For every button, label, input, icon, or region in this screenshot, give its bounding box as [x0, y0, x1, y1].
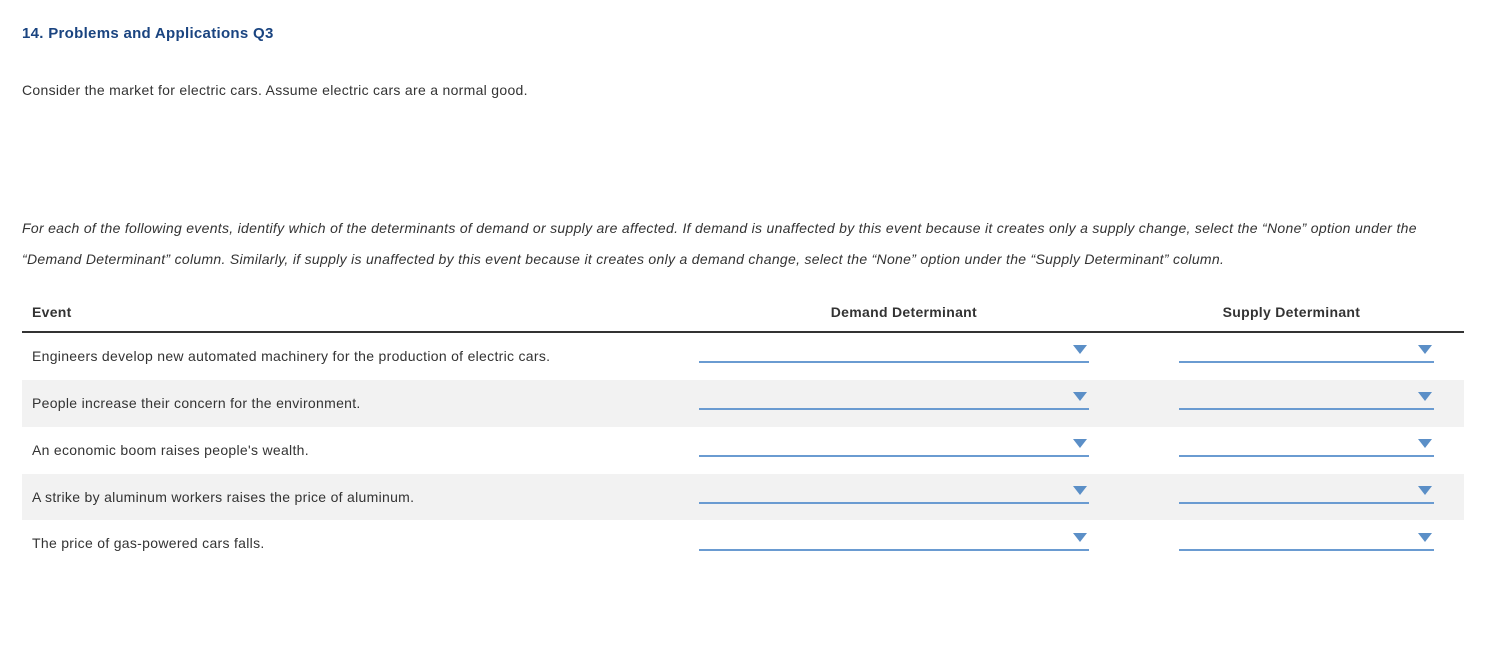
table-row: The price of gas-powered cars falls. [22, 520, 1464, 567]
supply-cell [1119, 520, 1464, 567]
demand-dropdown[interactable] [699, 529, 1089, 551]
event-cell: People increase their concern for the en… [22, 380, 689, 427]
event-cell: The price of gas-powered cars falls. [22, 520, 689, 567]
col-header-event: Event [22, 293, 689, 333]
supply-cell [1119, 380, 1464, 427]
demand-cell [689, 380, 1119, 427]
supply-dropdown[interactable] [1179, 482, 1434, 504]
instructions-text: For each of the following events, identi… [22, 213, 1464, 275]
supply-cell [1119, 427, 1464, 474]
question-heading: 14. Problems and Applications Q3 [22, 20, 1464, 49]
demand-cell [689, 332, 1119, 380]
supply-cell [1119, 332, 1464, 380]
chevron-down-icon [1418, 533, 1432, 543]
demand-cell [689, 474, 1119, 521]
supply-cell [1119, 474, 1464, 521]
table-row: A strike by aluminum workers raises the … [22, 474, 1464, 521]
event-cell: An economic boom raises people's wealth. [22, 427, 689, 474]
chevron-down-icon [1418, 345, 1432, 355]
supply-dropdown[interactable] [1179, 435, 1434, 457]
demand-dropdown[interactable] [699, 341, 1089, 363]
col-header-demand: Demand Determinant [689, 293, 1119, 333]
chevron-down-icon [1418, 486, 1432, 496]
table-row: An economic boom raises people's wealth. [22, 427, 1464, 474]
table-row: People increase their concern for the en… [22, 380, 1464, 427]
chevron-down-icon [1073, 486, 1087, 496]
demand-cell [689, 520, 1119, 567]
chevron-down-icon [1073, 392, 1087, 402]
demand-dropdown[interactable] [699, 388, 1089, 410]
chevron-down-icon [1073, 533, 1087, 543]
chevron-down-icon [1418, 439, 1432, 449]
demand-dropdown[interactable] [699, 482, 1089, 504]
chevron-down-icon [1073, 345, 1087, 355]
determinants-table: Event Demand Determinant Supply Determin… [22, 293, 1464, 568]
demand-cell [689, 427, 1119, 474]
supply-dropdown[interactable] [1179, 529, 1434, 551]
demand-dropdown[interactable] [699, 435, 1089, 457]
event-cell: A strike by aluminum workers raises the … [22, 474, 689, 521]
chevron-down-icon [1073, 439, 1087, 449]
col-header-supply: Supply Determinant [1119, 293, 1464, 333]
supply-dropdown[interactable] [1179, 388, 1434, 410]
supply-dropdown[interactable] [1179, 341, 1434, 363]
event-cell: Engineers develop new automated machiner… [22, 332, 689, 380]
chevron-down-icon [1418, 392, 1432, 402]
intro-text: Consider the market for electric cars. A… [22, 77, 1464, 104]
table-row: Engineers develop new automated machiner… [22, 332, 1464, 380]
